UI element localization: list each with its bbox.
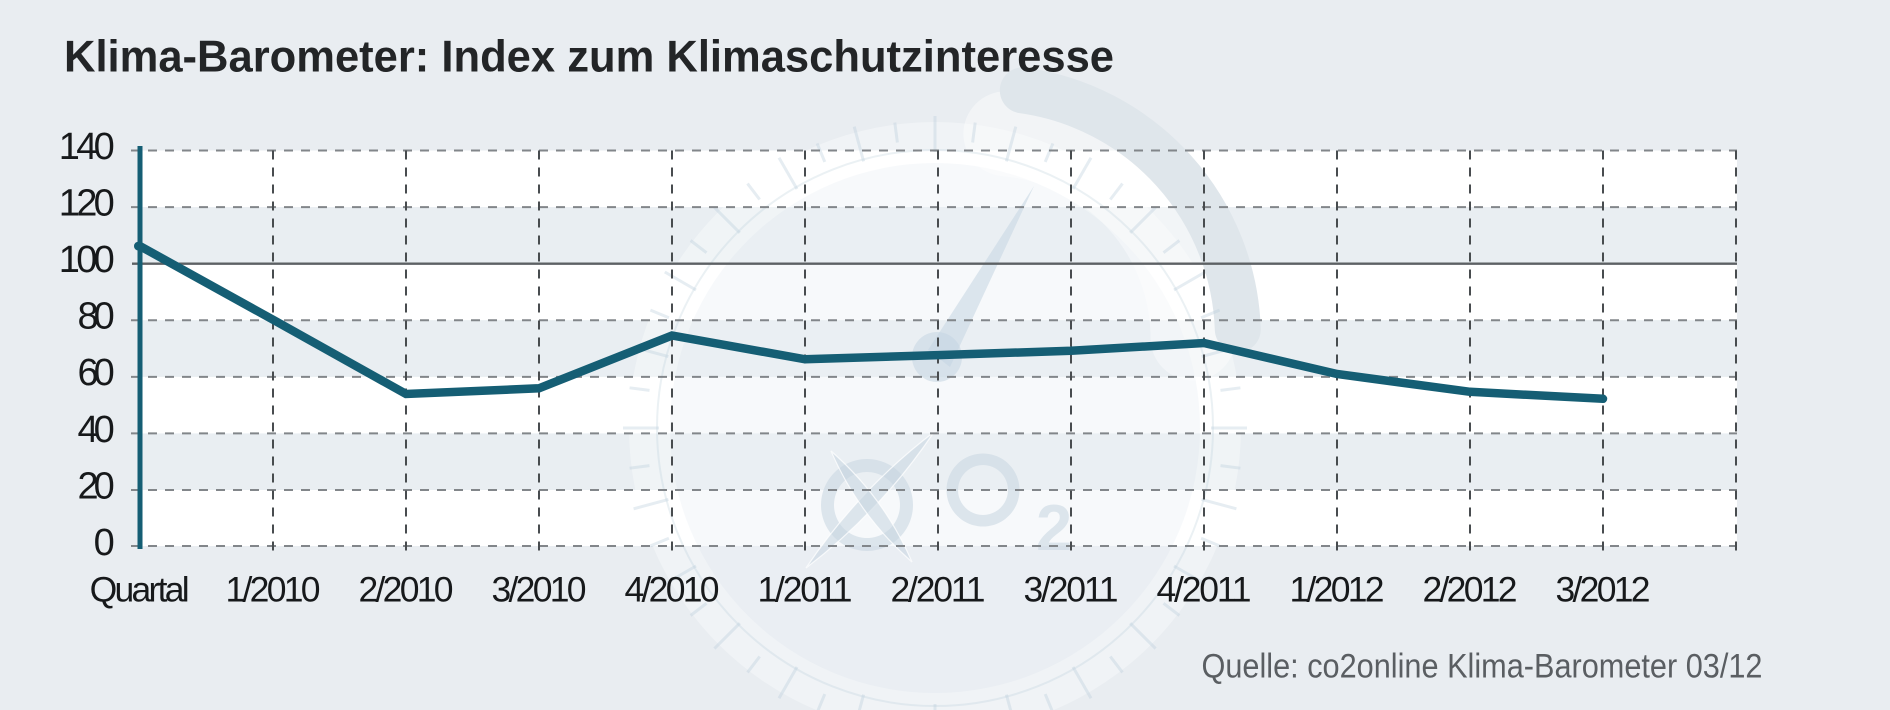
svg-text:2: 2 [1036,491,1072,564]
svg-text:40: 40 [78,409,115,451]
svg-text:4/2011: 4/2011 [1157,569,1252,609]
svg-text:2/2010: 2/2010 [359,569,454,609]
svg-text:1/2010: 1/2010 [226,569,321,609]
svg-text:4/2010: 4/2010 [625,569,720,609]
svg-text:Quelle: co2online Klima-Barome: Quelle: co2online Klima-Barometer 03/12 [1202,647,1763,685]
svg-text:140: 140 [59,126,115,168]
svg-text:1/2011: 1/2011 [758,569,853,609]
svg-text:20: 20 [78,465,115,507]
svg-text:1/2012: 1/2012 [1290,569,1385,609]
svg-text:3/2010: 3/2010 [492,569,587,609]
svg-text:80: 80 [78,296,115,338]
svg-text:0: 0 [94,522,115,564]
svg-text:Quartal: Quartal [90,569,190,609]
svg-text:2/2012: 2/2012 [1423,569,1518,609]
svg-text:60: 60 [78,352,115,394]
svg-text:100: 100 [59,239,115,281]
svg-text:3/2011: 3/2011 [1024,569,1119,609]
svg-text:120: 120 [59,183,115,225]
svg-text:2/2011: 2/2011 [891,569,986,609]
svg-text:3/2012: 3/2012 [1556,569,1651,609]
svg-text:Klima-Barometer: Index zum Kli: Klima-Barometer: Index zum Klimaschutzin… [64,33,1114,82]
